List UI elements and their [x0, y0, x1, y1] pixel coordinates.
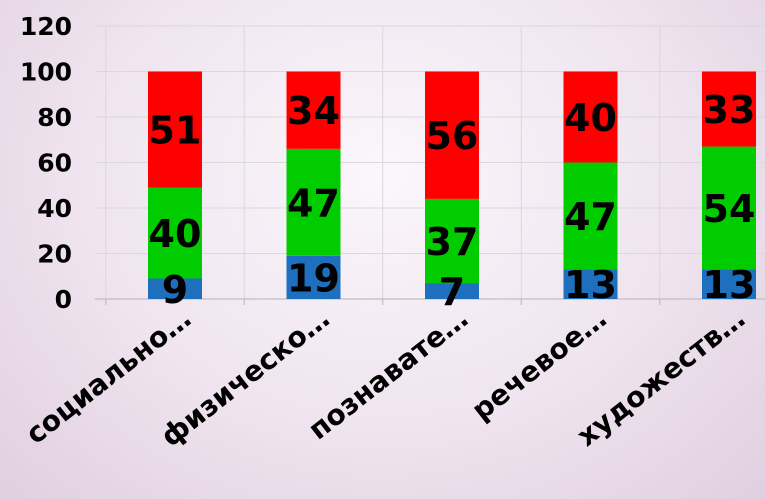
- y-tick-label: 40: [37, 194, 72, 223]
- y-tick-label: 80: [37, 103, 72, 132]
- data-label: 7: [439, 270, 465, 314]
- data-label: 13: [564, 263, 617, 307]
- bar-segment: [148, 71, 202, 188]
- bar-segment: [148, 278, 202, 299]
- data-label: 56: [426, 114, 479, 158]
- bar-segment: [148, 187, 202, 279]
- data-label: 33: [703, 88, 756, 132]
- data-label: 47: [287, 181, 340, 225]
- data-label: 34: [287, 89, 340, 133]
- bar-segment: [563, 162, 618, 270]
- data-label: 47: [564, 195, 617, 239]
- bar-segment: [425, 283, 479, 299]
- x-axis-category-labels: социально…физическо…познавате…речевое…ху…: [19, 302, 751, 454]
- data-label: 19: [287, 256, 340, 300]
- bars: [148, 71, 756, 299]
- data-label: 54: [703, 187, 756, 231]
- axes: [95, 298, 765, 305]
- bar-segment: [286, 71, 341, 149]
- y-tick-label: 60: [37, 149, 72, 178]
- bar-segment: [702, 146, 756, 270]
- bar-segment: [563, 71, 618, 163]
- bar-segment: [286, 148, 341, 256]
- y-tick-label: 100: [20, 58, 72, 87]
- bar-segment: [286, 255, 341, 299]
- bar-segment: [702, 269, 756, 299]
- y-axis-tick-labels: 0 20 40 60 80 100 120: [20, 12, 72, 314]
- data-label: 13: [703, 263, 756, 307]
- data-label: 40: [564, 96, 617, 140]
- bar-segment: [702, 71, 756, 147]
- data-label: 40: [149, 212, 202, 256]
- data-label: 51: [149, 109, 202, 153]
- data-labels: 9 40 51 19 47 34 7 37 56 13 47 40 13 54 33: [149, 88, 756, 314]
- bar-segment: [425, 198, 479, 284]
- data-label: 37: [426, 220, 479, 264]
- bar-segment: [425, 71, 479, 199]
- y-tick-label: 120: [20, 12, 72, 41]
- y-tick-label: 0: [55, 285, 72, 314]
- data-label: 9: [162, 268, 188, 312]
- bar-segment: [563, 269, 618, 299]
- y-tick-label: 20: [37, 240, 72, 269]
- x-category-label: речевое…: [465, 302, 612, 427]
